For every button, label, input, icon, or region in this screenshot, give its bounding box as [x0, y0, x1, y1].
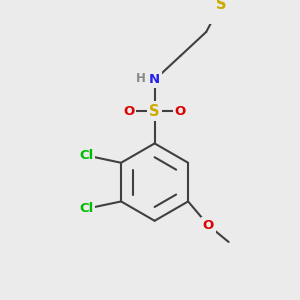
Text: O: O — [123, 105, 134, 118]
Text: Cl: Cl — [79, 149, 93, 162]
Text: S: S — [149, 104, 160, 119]
Text: Cl: Cl — [79, 202, 93, 215]
Text: O: O — [175, 105, 186, 118]
Text: N: N — [149, 74, 160, 86]
Text: H: H — [136, 71, 146, 85]
Text: O: O — [203, 219, 214, 232]
Text: S: S — [216, 0, 226, 12]
